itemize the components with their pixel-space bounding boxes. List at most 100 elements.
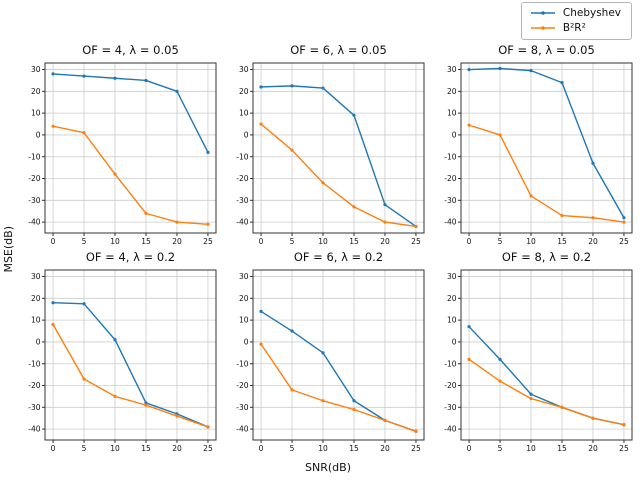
svg-text:25: 25: [411, 444, 421, 453]
svg-text:10: 10: [318, 237, 328, 246]
svg-text:-40: -40: [444, 218, 456, 227]
svg-text:-20: -20: [236, 381, 248, 390]
svg-text:30: 30: [239, 272, 249, 281]
svg-text:-30: -30: [28, 196, 40, 205]
svg-text:5: 5: [290, 237, 295, 246]
subplot-of4-l005: OF = 4, λ = 0.05 0 5 10 15 20 25 30 20 10 0 -10 -20…: [16, 42, 224, 249]
svg-text:15: 15: [349, 237, 359, 246]
svg-text:30: 30: [31, 65, 41, 74]
svg-text:-30: -30: [444, 403, 456, 412]
svg-text:-30: -30: [236, 196, 248, 205]
svg-text:0: 0: [259, 444, 264, 453]
svg-text:10: 10: [110, 444, 120, 453]
plot-of8-l005: 0 5 10 15 20 25 30 20 10 0 -10 -20 -30 -40: [444, 62, 633, 246]
svg-text:20: 20: [588, 237, 598, 246]
legend-strip: Chebyshev B²R²: [0, 0, 640, 42]
svg-text:10: 10: [447, 109, 457, 118]
legend-label-chebyshev: Chebyshev: [562, 7, 621, 19]
subplot-title: OF = 4, λ = 0.05: [82, 43, 179, 57]
svg-text:-20: -20: [28, 174, 40, 183]
legend: Chebyshev B²R²: [520, 2, 632, 40]
plot-of4-l005: 0 5 10 15 20 25 30 20 10 0 -10 -20 -30 -40: [28, 62, 217, 246]
svg-text:10: 10: [31, 316, 41, 325]
svg-text:0: 0: [452, 131, 457, 140]
svg-text:20: 20: [31, 87, 41, 96]
svg-text:20: 20: [380, 444, 390, 453]
plot-of4-l02: 0 5 10 15 20 25 30 20 10 0 -10 -20 -30 -40: [28, 269, 217, 453]
svg-text:20: 20: [380, 237, 390, 246]
svg-text:20: 20: [31, 294, 41, 303]
svg-text:0: 0: [36, 131, 41, 140]
svg-text:20: 20: [239, 294, 249, 303]
subplot-of6-l02: OF = 6, λ = 0.2 0 5 10 15 20 25 30 20 10 0 -10 -20 -…: [224, 249, 432, 456]
svg-text:0: 0: [259, 237, 264, 246]
svg-text:10: 10: [239, 109, 249, 118]
svg-text:10: 10: [110, 237, 120, 246]
svg-text:0: 0: [452, 338, 457, 347]
svg-text:25: 25: [619, 237, 629, 246]
b2r2-line-icon: [530, 26, 555, 30]
svg-text:5: 5: [498, 444, 503, 453]
subplot-of6-l005: OF = 6, λ = 0.05 0 5 10 15 20 25 30 20 10 0 -10 -20…: [224, 42, 432, 249]
svg-text:15: 15: [557, 444, 567, 453]
plot-of6-l02: 0 5 10 15 20 25 30 20 10 0 -10 -20 -30 -40: [236, 269, 425, 453]
svg-text:15: 15: [557, 237, 567, 246]
svg-text:10: 10: [526, 237, 536, 246]
svg-text:20: 20: [447, 294, 457, 303]
svg-text:-40: -40: [28, 218, 40, 227]
svg-text:0: 0: [244, 131, 249, 140]
svg-text:-40: -40: [444, 425, 456, 434]
subplot-title: OF = 6, λ = 0.2: [293, 250, 384, 264]
subplot-of8-l005: OF = 8, λ = 0.05 0 5 10 15 20 25 30 20 10 0 -10 -20…: [432, 42, 640, 249]
svg-text:10: 10: [318, 444, 328, 453]
svg-text:-20: -20: [444, 174, 456, 183]
svg-text:20: 20: [239, 87, 249, 96]
svg-text:25: 25: [411, 237, 421, 246]
legend-entry-b2r2: B²R²: [530, 22, 621, 34]
svg-text:-20: -20: [236, 174, 248, 183]
svg-text:-10: -10: [236, 152, 248, 161]
svg-text:-30: -30: [444, 196, 456, 205]
subplot-title: OF = 4, λ = 0.2: [85, 250, 176, 264]
svg-text:20: 20: [172, 237, 182, 246]
svg-text:20: 20: [172, 444, 182, 453]
svg-text:-10: -10: [28, 359, 40, 368]
svg-text:30: 30: [447, 65, 457, 74]
plot-of6-l005: 0 5 10 15 20 25 30 20 10 0 -10 -20 -30 -40: [236, 62, 425, 246]
svg-text:-10: -10: [28, 152, 40, 161]
y-axis-label: MSE(dB): [1, 225, 15, 273]
plots-area: MSE(dB) OF = 4, λ = 0.05 0 5 10 15 20 25 30 20 1…: [0, 42, 640, 456]
svg-text:-40: -40: [28, 425, 40, 434]
svg-text:0: 0: [36, 338, 41, 347]
svg-text:10: 10: [239, 316, 249, 325]
svg-text:-10: -10: [444, 359, 456, 368]
svg-text:-40: -40: [236, 218, 248, 227]
svg-text:10: 10: [31, 109, 41, 118]
svg-text:5: 5: [82, 237, 87, 246]
svg-text:-20: -20: [444, 381, 456, 390]
svg-text:0: 0: [51, 444, 56, 453]
svg-text:25: 25: [619, 444, 629, 453]
legend-entry-chebyshev: Chebyshev: [530, 7, 621, 19]
svg-text:20: 20: [588, 444, 598, 453]
svg-text:5: 5: [290, 444, 295, 453]
svg-text:-20: -20: [28, 381, 40, 390]
svg-text:5: 5: [82, 444, 87, 453]
subplot-of8-l02: OF = 8, λ = 0.2 0 5 10 15 20 25 30 20 10 0 -10 -20 -…: [432, 249, 640, 456]
legend-label-b2r2: B²R²: [562, 22, 586, 34]
svg-text:25: 25: [203, 444, 213, 453]
subplot-title: OF = 6, λ = 0.05: [290, 43, 387, 57]
svg-text:15: 15: [141, 237, 151, 246]
svg-text:-30: -30: [236, 403, 248, 412]
svg-text:-10: -10: [236, 359, 248, 368]
svg-text:20: 20: [447, 87, 457, 96]
subplot-title: OF = 8, λ = 0.2: [501, 250, 592, 264]
svg-text:0: 0: [467, 444, 472, 453]
svg-text:5: 5: [498, 237, 503, 246]
svg-text:0: 0: [467, 237, 472, 246]
chebyshev-line-icon: [530, 11, 555, 15]
svg-text:25: 25: [203, 237, 213, 246]
svg-text:-40: -40: [236, 425, 248, 434]
subplot-grid: OF = 4, λ = 0.05 0 5 10 15 20 25 30 20 10 0 -10 -20…: [16, 42, 640, 456]
